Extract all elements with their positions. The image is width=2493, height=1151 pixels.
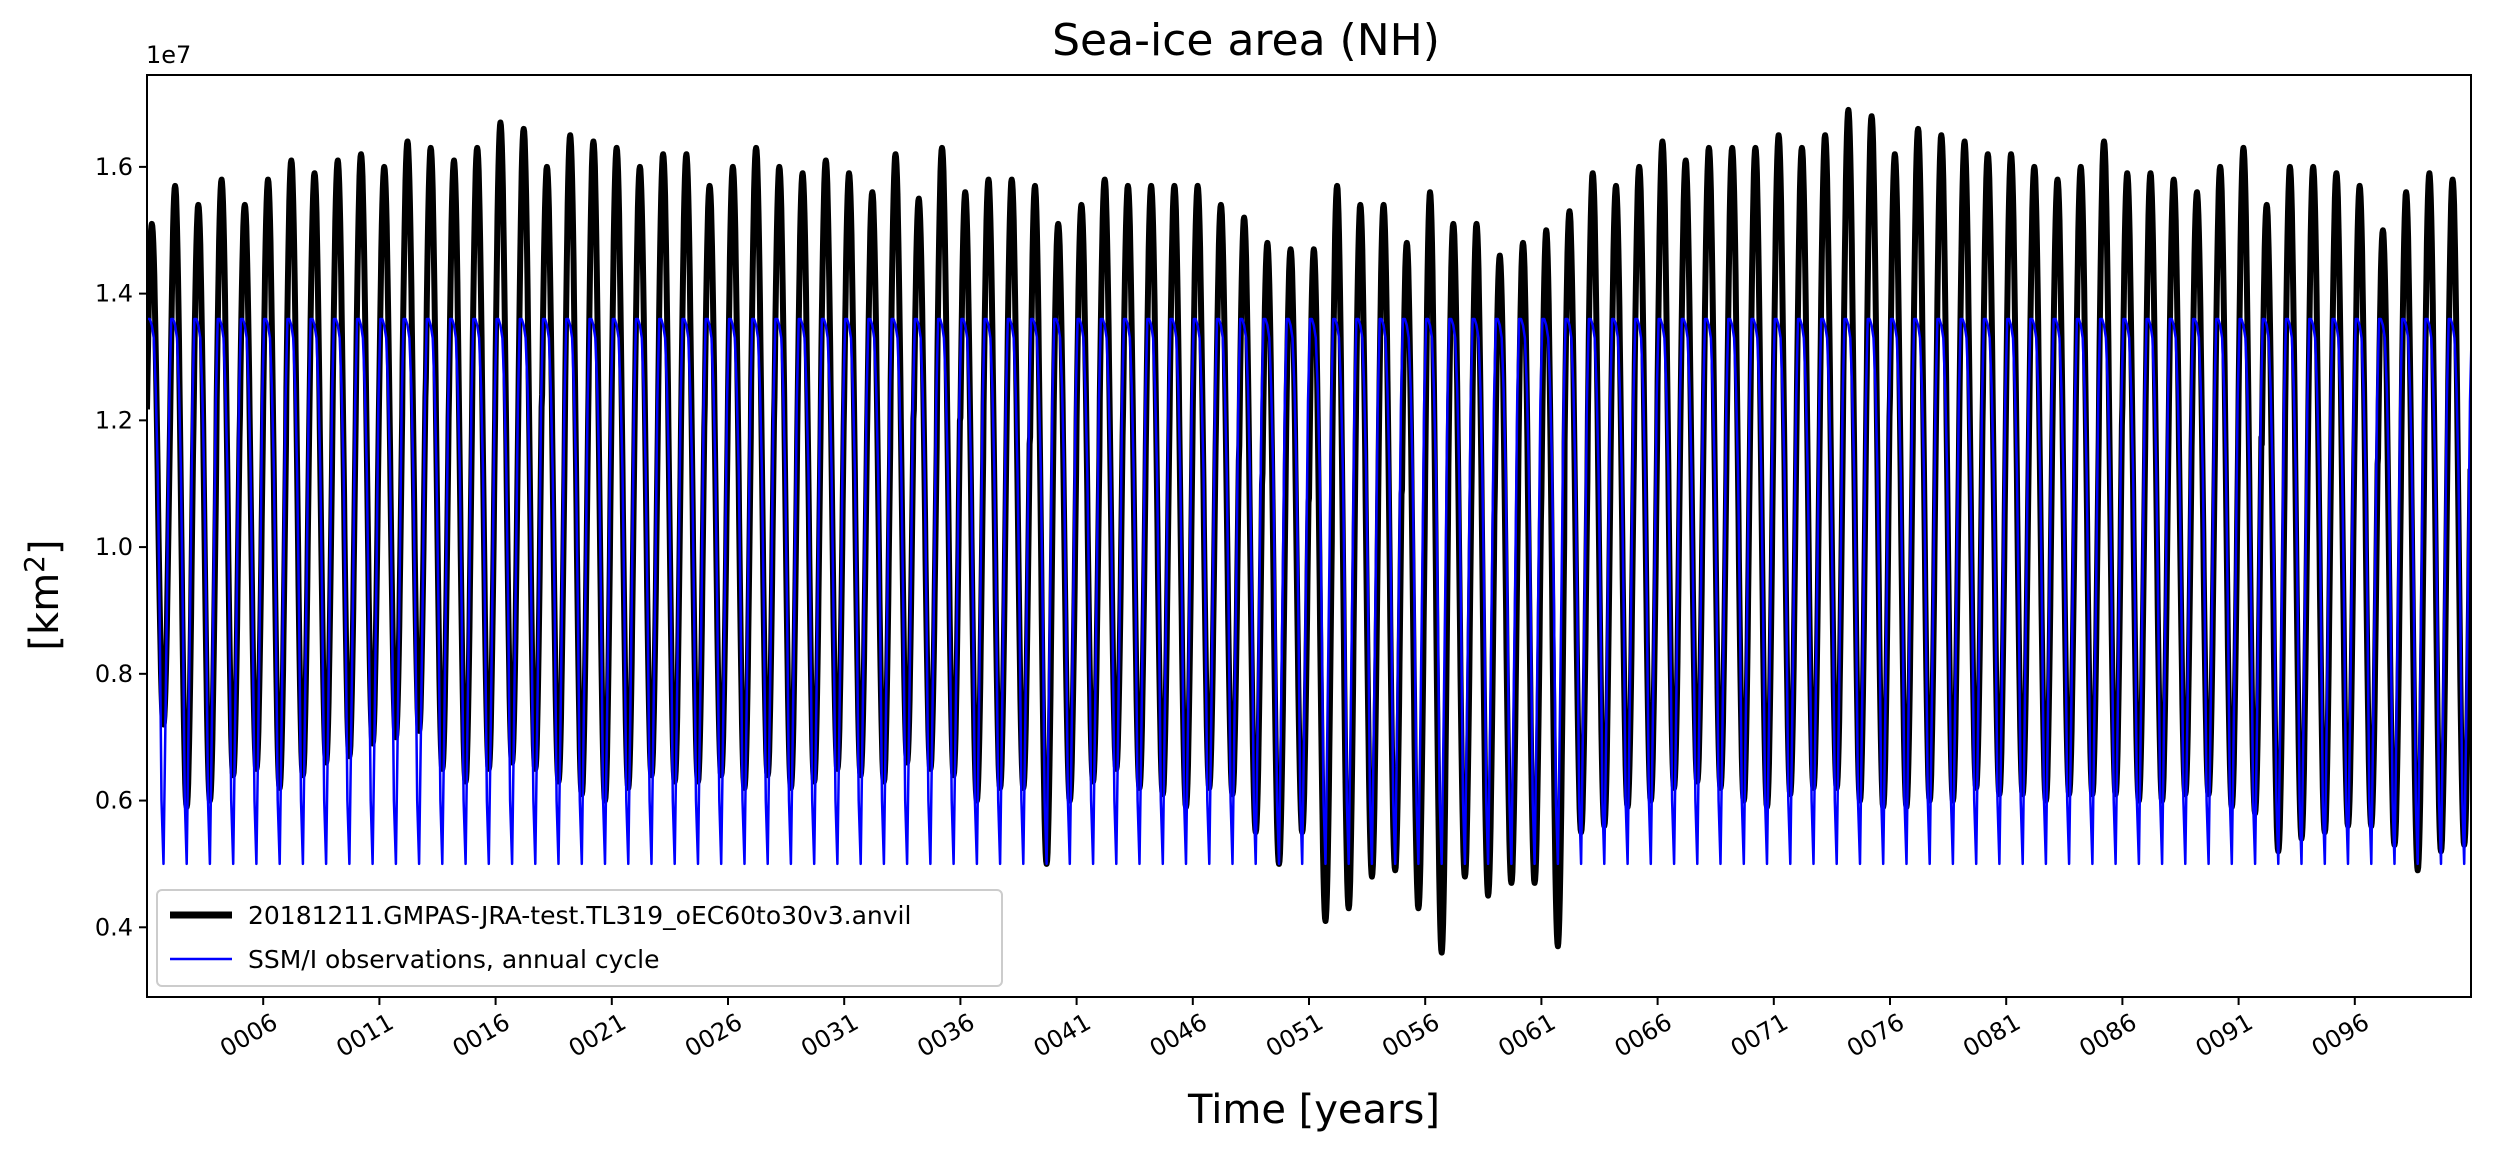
series-line-observations [148,317,2471,866]
x-tick-label: 0031 [796,1008,863,1063]
y-axis-label-close: ] [22,539,68,555]
x-tick-label: 0056 [1377,1008,1444,1063]
chart-title: Sea-ice area (NH) [1052,15,1440,66]
x-tick-label: 0016 [448,1008,515,1063]
series-layer [147,106,2471,956]
x-tick-label: 0086 [2075,1008,2142,1063]
x-tick-label: 0096 [2307,1008,2374,1063]
x-tick-label: 0076 [1842,1008,1909,1063]
series-line-model [147,106,2471,956]
x-tick-label: 0011 [332,1008,399,1063]
x-tick-label: 0021 [564,1008,631,1063]
y-axis: 0.4 0.6 0.8 1.0 1.2 1.4 1.6 [95,153,147,941]
legend-label-observations: SSM/I observations, annual cycle [248,945,660,974]
legend-box [156,889,1003,987]
legend-label-model: 20181211.GMPAS-JRA-test.TL319_oEC60to30v… [248,901,911,930]
x-tick-label: 0066 [1610,1008,1677,1063]
y-tick-label: 1.2 [95,406,133,434]
x-tick-label: 0041 [1029,1008,1096,1063]
x-tick-label: 0071 [1726,1008,1793,1063]
y-axis-label-exponent: 2 [18,555,51,573]
x-tick-label: 0026 [680,1008,747,1063]
x-axis-label: Time [years] [1187,1087,1440,1133]
x-tick-label: 0006 [215,1008,282,1063]
y-tick-label: 1.6 [95,153,133,181]
x-tick-label: 0046 [1145,1008,1212,1063]
legend: 20181211.GMPAS-JRA-test.TL319_oEC60to30v… [156,889,1003,987]
x-axis: 0006 0011 0016 0021 0026 0031 0036 0041 0046 0051… [215,997,2374,1063]
y-axis-label-base: [km [22,573,68,651]
x-tick-label: 0036 [913,1008,980,1063]
y-tick-label: 1.4 [95,280,133,308]
y-offset-label: 1e7 [146,41,191,69]
x-tick-label: 0051 [1261,1008,1328,1063]
x-tick-label: 0061 [1494,1008,1561,1063]
y-tick-label: 0.4 [95,913,133,941]
x-tick-label: 0091 [2191,1008,2258,1063]
y-tick-label: 0.8 [95,660,133,688]
y-axis-label: [km2] [18,539,68,650]
x-tick-label: 0081 [1958,1008,2025,1063]
y-tick-label: 0.6 [95,787,133,815]
y-tick-label: 1.0 [95,533,133,561]
